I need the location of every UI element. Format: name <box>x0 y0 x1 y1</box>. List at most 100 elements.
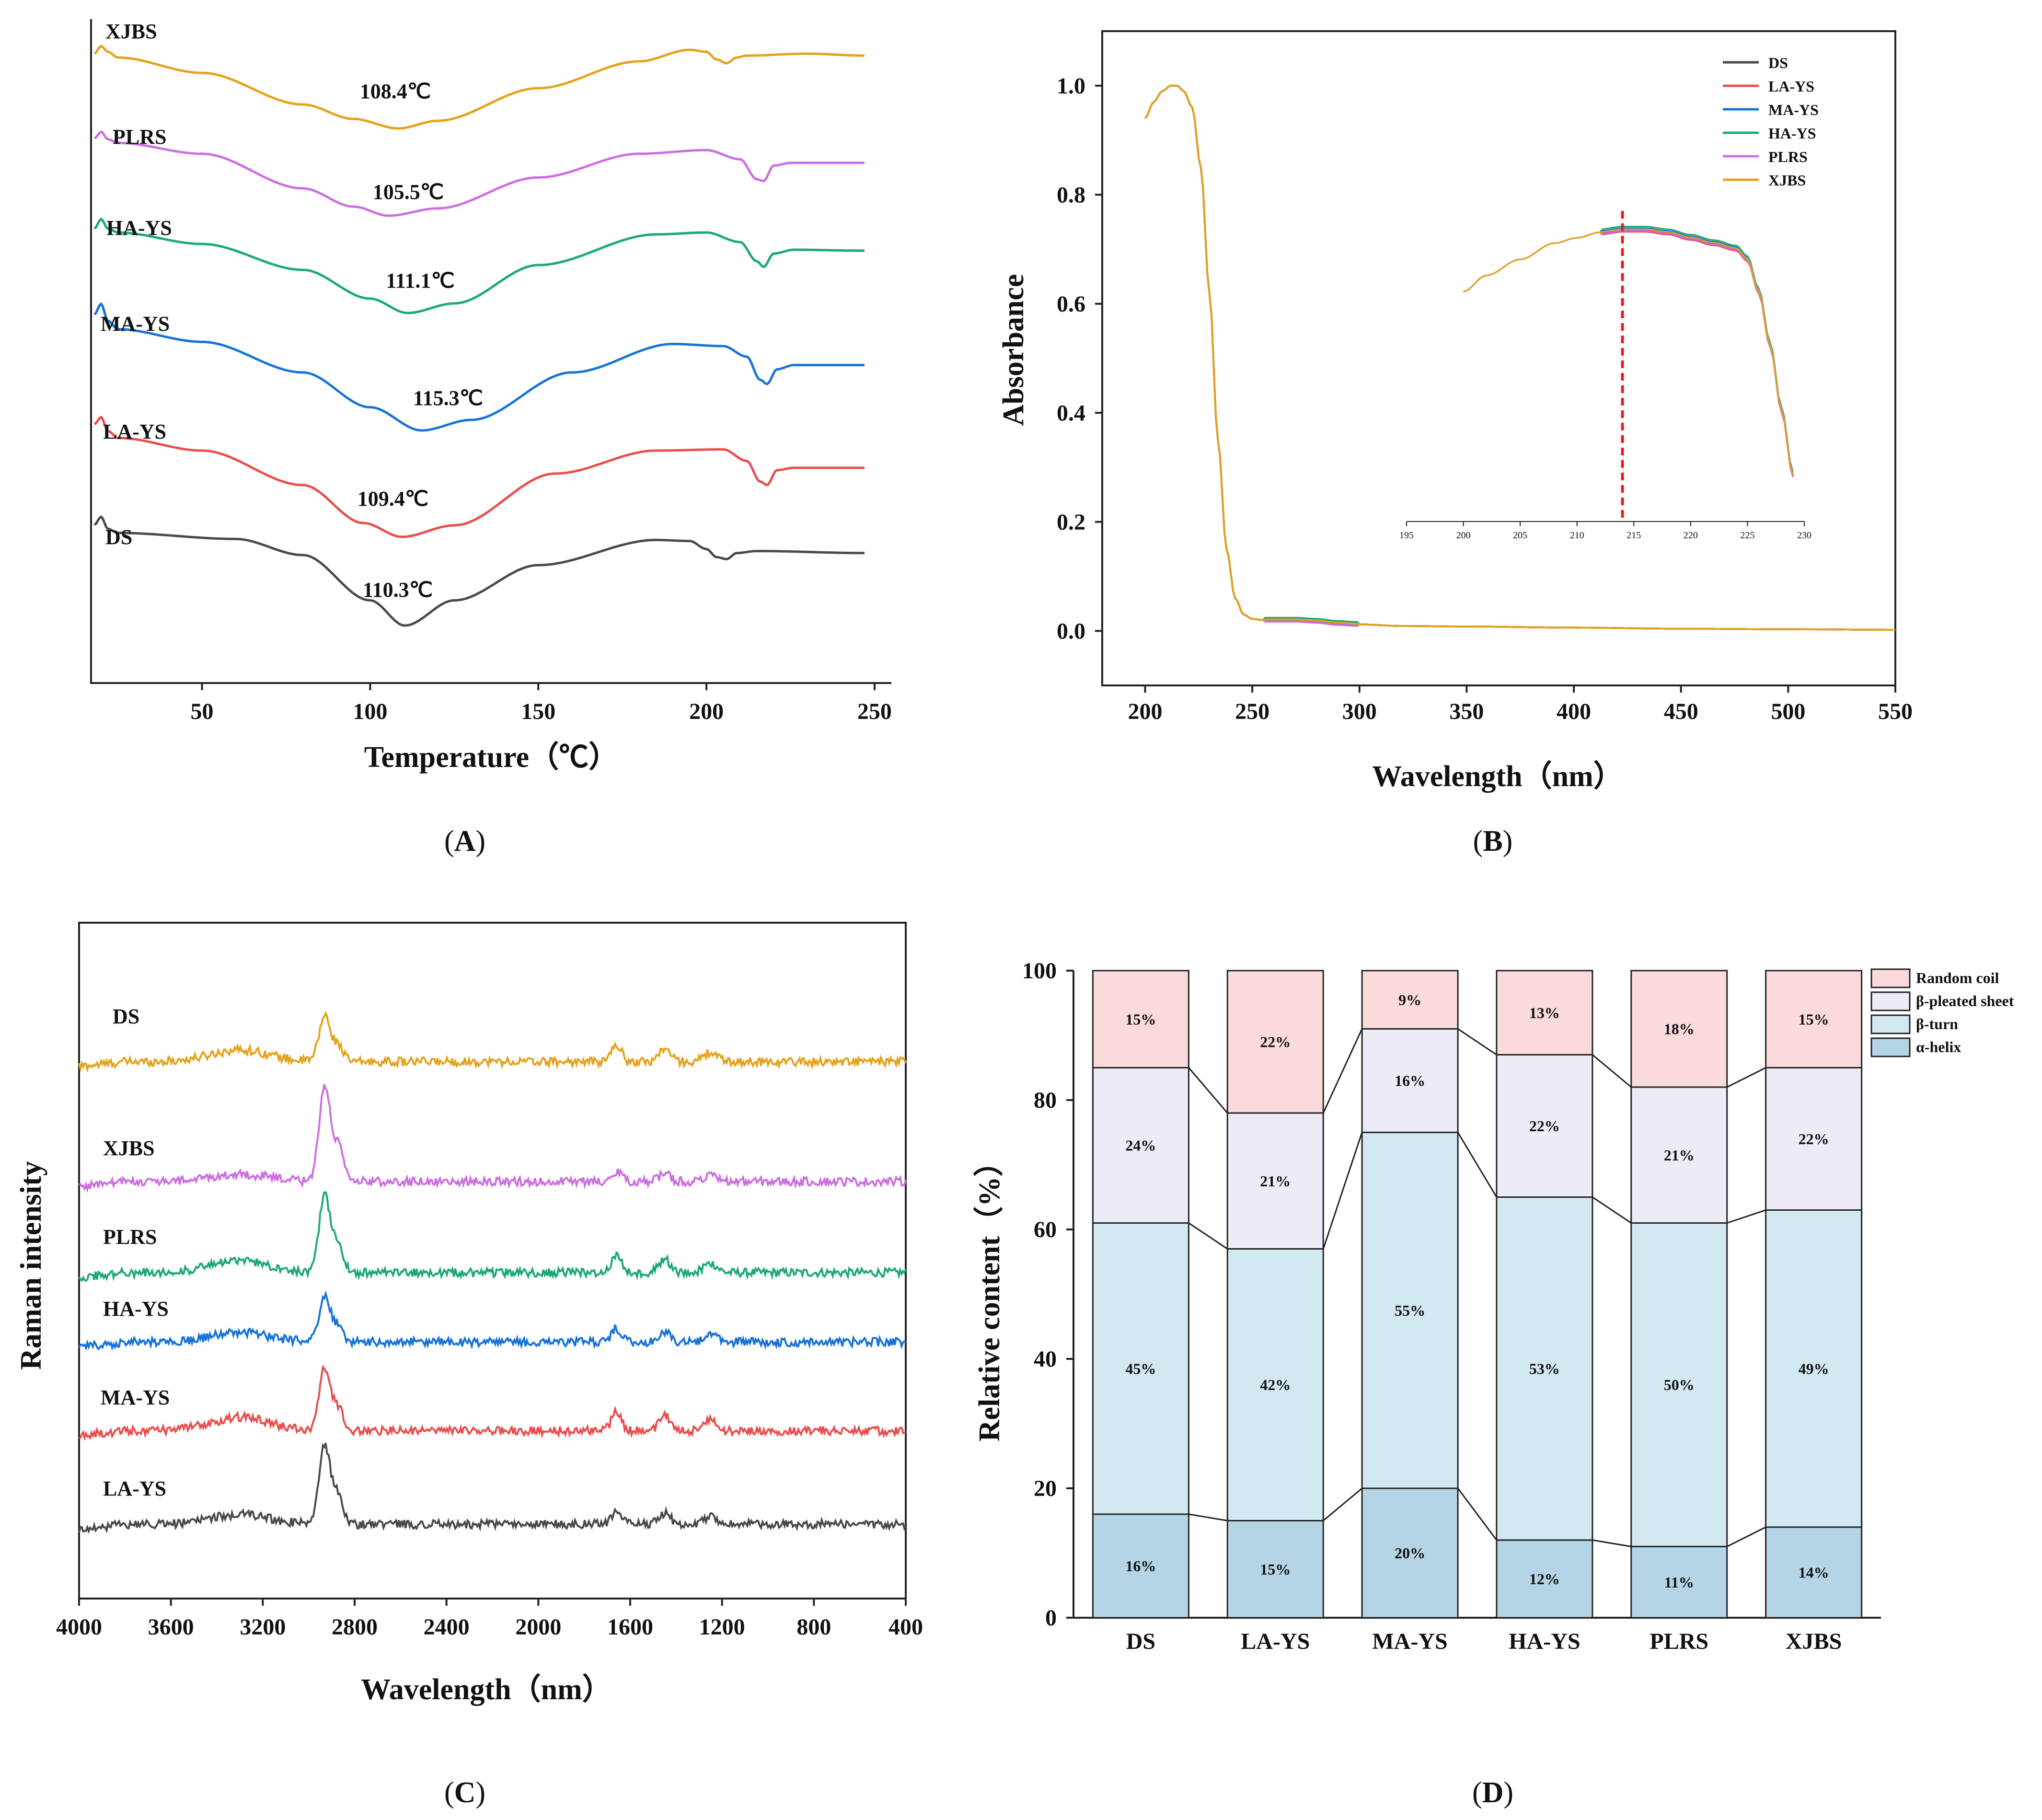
panel-d-value-label: 14% <box>1799 1564 1829 1581</box>
panel-d-y-axis-title: Relative content（%） <box>972 1147 1006 1442</box>
panel-a-x-tick-label: 100 <box>353 699 387 724</box>
panel-b-inset-curve-xjbs <box>1463 228 1794 475</box>
panel-c-x-axis-title: Wavelength（nm） <box>361 1672 612 1706</box>
panel-b-y-tick-label: 0.8 <box>1057 182 1085 208</box>
panel-d-value-label: 42% <box>1260 1376 1291 1393</box>
panel-a-series-label-la-ys: LA-YS <box>103 420 166 443</box>
panel-d-x-tick-label: LA-YS <box>1241 1629 1310 1654</box>
panel-d-link-line <box>1727 1209 1766 1224</box>
panel-a-peak-label-ma-ys: 115.3℃ <box>413 386 483 410</box>
panel-d-bar-segment-turn <box>1630 1222 1728 1547</box>
panel-d-y-tick-label: 60 <box>1034 1217 1057 1242</box>
panel-d-bar-segment-random-coil <box>1765 970 1863 1068</box>
panel-d-value-label: 22% <box>1529 1117 1560 1135</box>
panel-b-legend-label-ma-ys: MA-YS <box>1768 101 1819 118</box>
panel-c-x-tick-label: 3600 <box>148 1614 194 1640</box>
panel-d-legend-label-random-coil: Random coil <box>1916 969 1999 986</box>
panel-c-series-label-plrs: PLRS <box>103 1225 157 1249</box>
panel-c-series-label-ds: DS <box>113 1005 139 1028</box>
panel-a-x-axis-title: Temperature（℃） <box>364 740 618 774</box>
panel-c-axes <box>78 922 907 1600</box>
panel-a-dsc-chart: 50 100 150 200 250 XJBS 108.4℃ PLRS 105.5℃ HA-YS… <box>90 19 892 858</box>
panel-b-x-tick-label: 500 <box>1771 699 1805 724</box>
panel-c-x-tick-label: 3200 <box>240 1614 286 1640</box>
panel-a-peak-label-plrs: 105.5℃ <box>373 180 444 204</box>
panel-d-legend-swatch-helix <box>1870 1037 1911 1057</box>
panel-c-spectrum-ma-ys <box>79 1365 906 1441</box>
panel-b-legend-label-xjbs: XJBS <box>1768 172 1806 189</box>
panel-d-link-line <box>1188 1222 1228 1250</box>
panel-d-value-label: 18% <box>1664 1020 1695 1038</box>
panel-a-series-label-xjbs: XJBS <box>105 20 157 43</box>
panel-b-inset-curve-la-ys <box>1463 231 1794 477</box>
panel-d-value-label: 45% <box>1125 1360 1156 1377</box>
panel-d-legend-label-helix: α-helix <box>1916 1038 1961 1055</box>
panel-c-y-axis-title: Raman intensity <box>15 1161 47 1370</box>
panel-a-peak-label-ha-ys: 111.1℃ <box>386 269 455 292</box>
panel-d-bar-segment-random-coil <box>1361 970 1459 1030</box>
panel-d-legend-swatch-pleated-sheet <box>1870 991 1911 1011</box>
panel-d-value-label: 16% <box>1125 1557 1156 1575</box>
panel-c-x-tick-label: 400 <box>888 1614 923 1640</box>
panel-d-stacked-bar-chart: 0 20 40 60 80 100 16% 45% 24% 15% 15% 42% 21% 22% 20%… <box>972 958 2014 1809</box>
panel-c-series-label-ma-ys: MA-YS <box>101 1386 170 1409</box>
panel-b-inset-tick-label: 225 <box>1740 530 1754 541</box>
panel-b-inset-curve-ma-ys <box>1463 227 1794 474</box>
panel-d-link-line <box>1188 1067 1228 1113</box>
panel-b-y-tick-label: 0.2 <box>1057 510 1085 535</box>
panel-d-bar-segment-turn <box>1226 1248 1324 1521</box>
panel-a-x-tick-label: 50 <box>191 699 214 724</box>
panel-b-legend-label-la-ys: LA-YS <box>1768 78 1814 95</box>
panel-d-value-label: 9% <box>1398 991 1421 1009</box>
panel-b-y-tick-label: 1.0 <box>1057 73 1085 99</box>
panel-d-bar-segment-turn <box>1496 1196 1593 1541</box>
panel-b-x-axis-title: Wavelength（nm） <box>1372 759 1623 793</box>
panel-c-raman-chart: 4000 3600 3200 2800 2400 2000 1600 1200 800 400 D… <box>15 922 923 1809</box>
panel-d-link-line <box>1727 1067 1766 1088</box>
panel-b-x-tick-label: 550 <box>1878 699 1913 724</box>
panel-d-bar-segment-pleated-sheet <box>1226 1112 1324 1250</box>
panel-d-link-line <box>1727 1526 1766 1547</box>
panel-a-x-tick-label: 150 <box>521 699 555 724</box>
panel-b-inset-tick-label: 205 <box>1513 530 1527 541</box>
panel-c-spectrum-la-ys <box>78 1442 907 1534</box>
panel-d-bar-segment-pleated-sheet <box>1361 1028 1459 1133</box>
panel-c-spectrum-xjbs <box>79 1084 907 1194</box>
panel-c-x-tick-label: 4000 <box>56 1614 102 1640</box>
panel-a-series-label-ds: DS <box>105 525 132 549</box>
panel-d-link-line <box>1322 1132 1363 1249</box>
panel-c-spectrum-plrs <box>78 1191 907 1282</box>
panel-b-x-tick-label: 200 <box>1128 699 1162 724</box>
panel-c-x-tick-label: 1200 <box>699 1614 745 1640</box>
panel-a-series-label-ma-ys: MA-YS <box>101 312 170 336</box>
panel-d-bar-segment-turn <box>1765 1209 1863 1528</box>
panel-b-legend: DS LA-YS MA-YS HA-YS PLRS XJBS <box>1723 54 1819 189</box>
panel-d-link-line <box>1592 1539 1631 1547</box>
panel-d-bar-segment-random-coil <box>1630 970 1728 1088</box>
panel-b-y-tick-label: 0.6 <box>1057 291 1085 317</box>
panel-d-value-label: 21% <box>1664 1147 1695 1164</box>
panel-b-x-tick-label: 250 <box>1235 699 1269 724</box>
panel-d-legend: Random coil β-pleated sheet β-turn α-helix <box>1870 968 2014 1057</box>
panel-d-legend-swatch-random-coil <box>1870 968 1911 988</box>
panel-d-value-label: 22% <box>1799 1130 1829 1148</box>
panel-c-x-tick-label: 2000 <box>515 1614 561 1640</box>
panel-b-y-axis-title: Absorbance <box>997 274 1030 426</box>
panel-d-bar-segment-helix <box>1092 1513 1189 1619</box>
panel-d-label: (D) <box>1472 1776 1513 1809</box>
panel-d-legend-label-pleated-sheet: β-pleated sheet <box>1916 992 2014 1009</box>
panel-b-y-tick-label: 0.0 <box>1057 618 1085 644</box>
panel-b-inset-tick-label: 200 <box>1456 530 1471 541</box>
panel-b-x-tick-label: 400 <box>1557 699 1591 724</box>
panel-d-bar-segment-random-coil <box>1226 970 1324 1114</box>
panel-d-value-label: 49% <box>1799 1360 1829 1377</box>
panel-b-inset-tick-label: 210 <box>1570 530 1584 541</box>
panel-c-series-label-xjbs: XJBS <box>103 1136 155 1160</box>
panel-d-link-line <box>1323 1487 1363 1521</box>
panel-c-x-tick-label: 1600 <box>607 1614 653 1640</box>
panel-d-bar-segment-helix <box>1226 1520 1324 1619</box>
panel-d-value-label: 55% <box>1395 1302 1425 1319</box>
panel-d-bar-segment-pleated-sheet <box>1092 1067 1189 1224</box>
panel-d-bar-segment-helix <box>1361 1487 1459 1619</box>
panel-a-peak-label-la-ys: 109.4℃ <box>358 487 428 510</box>
